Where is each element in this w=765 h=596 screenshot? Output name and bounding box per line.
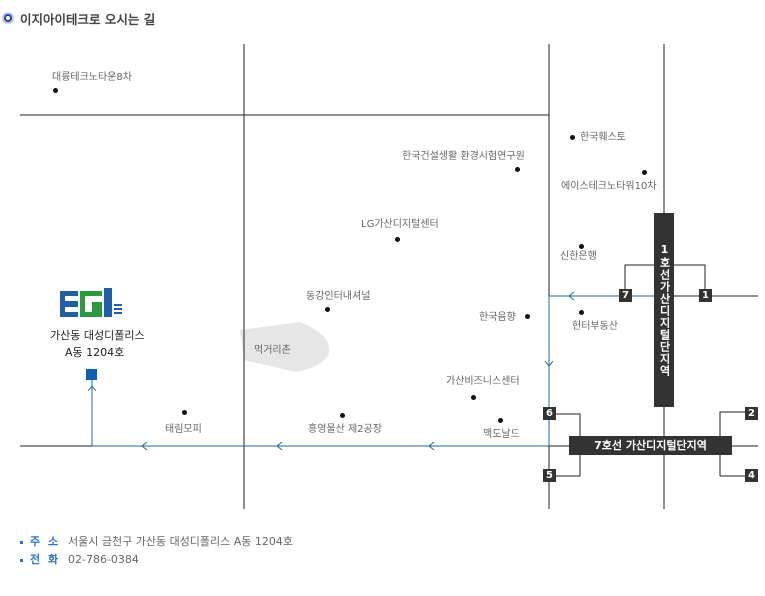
landmark-label: 에이스테크노타워10차 [561, 181, 657, 192]
landmark-label: 동강인터내셔널 [306, 291, 371, 302]
exit-2: 2 [745, 407, 758, 420]
landmark-dot [579, 244, 584, 249]
landmark-dot [471, 395, 476, 400]
exit-4: 4 [745, 469, 758, 482]
meokgeori-area [240, 322, 330, 372]
landmark-dot [395, 237, 400, 242]
circle-bullet-icon [2, 12, 14, 24]
landmark-label: 한국건설생활 환경시험연구원 [402, 151, 525, 162]
landmark-label: LG가산디지털센터 [361, 219, 439, 230]
company-address-line2: A동 1204호 [65, 346, 125, 359]
phone-value: 02-786-0384 [68, 553, 139, 566]
landmark-dot [340, 413, 345, 418]
exit-1: 1 [699, 289, 712, 302]
exit-6: 6 [543, 407, 556, 420]
landmark-dot [515, 167, 520, 172]
line1-station: 1호선가산디지털단지역 [654, 213, 674, 407]
address-row: 주 소 서울시 금천구 가산동 대성디폴리스 A동 1204호 [20, 535, 293, 549]
landmark-dot [498, 418, 503, 423]
info-bullet-icon [20, 540, 23, 544]
landmark-label: 헌터부동산 [572, 321, 618, 332]
landmark-dot [642, 170, 647, 175]
line7-station: 7호선 가산디지털단지역 [569, 436, 732, 455]
walking-route [87, 291, 654, 451]
company-address-line1: 가산동 대성디폴리스 [50, 329, 145, 342]
exit-7: 7 [619, 289, 632, 302]
landmark-label: 가산비즈니스센터 [446, 376, 520, 387]
landmark-label: 흥영물산 제2공장 [308, 424, 382, 435]
landmark-label: 태림모피 [165, 424, 202, 435]
address-label: 주 소 [30, 535, 61, 548]
landmark-dot [525, 314, 530, 319]
landmark-dot [325, 307, 330, 312]
landmark-label: 신한은행 [560, 251, 597, 262]
landmark-label: 한국음향 [479, 312, 516, 323]
landmark-label: 먹거리촌 [254, 345, 291, 356]
landmark-dot [579, 310, 584, 315]
info-bullet-icon [20, 558, 23, 562]
page-header: 이지아이테크로 오시는 길 [0, 8, 155, 28]
exit-5: 5 [543, 469, 556, 482]
landmark-label: 한국훼스토 [580, 132, 626, 143]
phone-label: 전 화 [30, 553, 61, 566]
page-title: 이지아이테크로 오시는 길 [20, 11, 156, 27]
landmark-dot [182, 410, 187, 415]
landmark-dot [570, 135, 575, 140]
phone-row: 전 화 02-786-0384 [20, 553, 139, 567]
landmark-dot [53, 88, 58, 93]
landmark-label: 대륭테크노타운8차 [52, 72, 132, 83]
egi-logo [60, 288, 122, 317]
landmark-label: 맥도날드 [483, 429, 520, 440]
address-value: 서울시 금천구 가산동 대성디폴리스 A동 1204호 [68, 535, 294, 548]
company-marker [86, 369, 97, 380]
